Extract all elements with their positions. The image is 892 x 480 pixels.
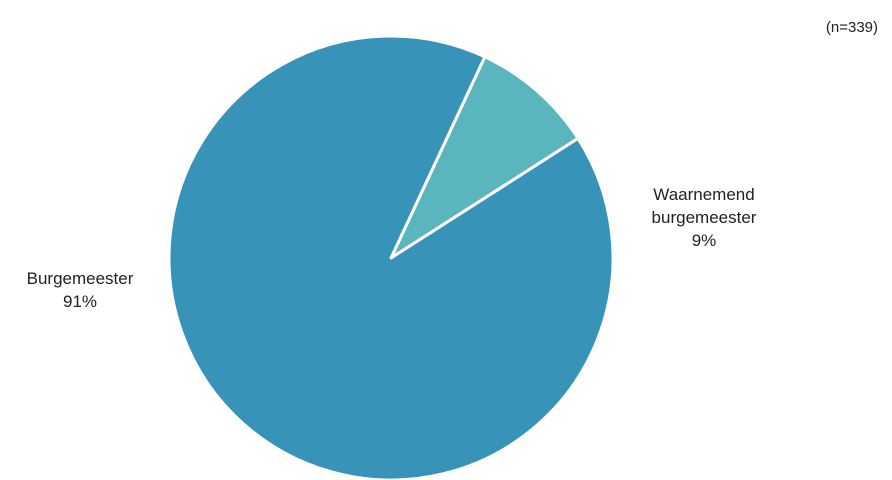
slice-value-label: 9% [692, 231, 717, 250]
slice-name-label: Burgemeester [27, 269, 134, 288]
slice-value-label: 91% [63, 292, 97, 311]
pie-slice-waarnemend-burgemeester [389, 55, 580, 260]
pie-slices [167, 34, 615, 480]
slice-labels: Waarnemend burgemeester 9% Burgemeester 91% [27, 185, 757, 311]
sample-size-note: (n=339) [826, 19, 878, 36]
slice-label-waarnemend-burgemeester: Waarnemend burgemeester 9% [652, 185, 757, 250]
slice-label-burgemeester: Burgemeester 91% [27, 269, 134, 311]
slice-name-label: burgemeester [652, 208, 757, 227]
slice-name-label: Waarnemend [653, 185, 754, 204]
pie-slice-burgemeester [167, 34, 615, 480]
